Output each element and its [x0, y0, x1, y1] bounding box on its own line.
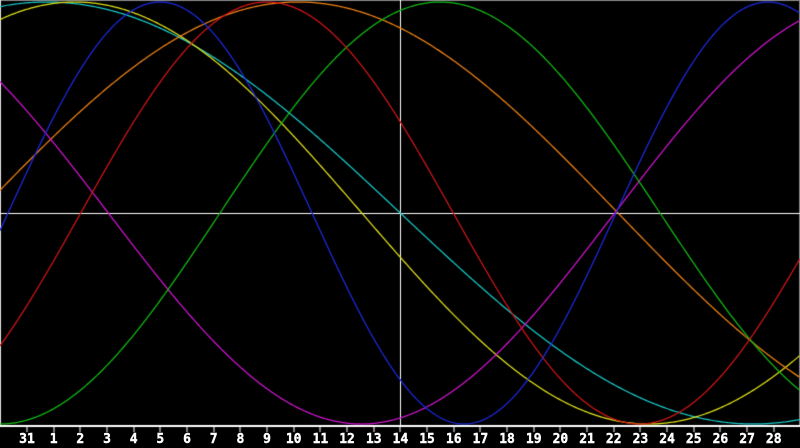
x-tick-label-5: 5 [156, 432, 165, 447]
x-tick-label-31: 31 [19, 432, 35, 447]
x-tick-label-26: 26 [712, 432, 729, 447]
x-tick-label-13: 13 [365, 432, 382, 447]
x-tick-label-11: 11 [312, 432, 329, 447]
x-tick-label-25: 25 [685, 432, 702, 447]
x-tick-label-20: 20 [552, 432, 569, 447]
x-tick-label-23: 23 [632, 432, 649, 447]
x-tick-label-2: 2 [76, 432, 85, 447]
x-tick-label-4: 4 [129, 432, 138, 447]
x-tick-label-7: 7 [209, 432, 218, 447]
x-tick-label-15: 15 [419, 432, 435, 447]
x-tick-label-14: 14 [392, 432, 409, 447]
x-tick-label-18: 18 [499, 432, 515, 447]
x-tick-label-10: 10 [285, 432, 302, 447]
x-tick-label-9: 9 [263, 432, 271, 447]
x-tick-label-3: 3 [103, 432, 111, 447]
x-tick-label-19: 19 [525, 432, 542, 447]
x-tick-label-12: 12 [339, 432, 355, 447]
x-tick-label-28: 28 [765, 432, 782, 447]
x-tick-label-24: 24 [659, 432, 675, 447]
x-tick-label-21: 21 [579, 432, 595, 447]
x-tick-label-27: 27 [739, 432, 755, 447]
x-tick-label-1: 1 [49, 432, 58, 447]
x-tick-label-22: 22 [605, 432, 622, 447]
x-tick-label-16: 16 [445, 432, 462, 447]
x-tick-label-6: 6 [183, 432, 191, 447]
x-tick-label-17: 17 [472, 432, 489, 447]
x-tick-label-8: 8 [236, 432, 245, 447]
